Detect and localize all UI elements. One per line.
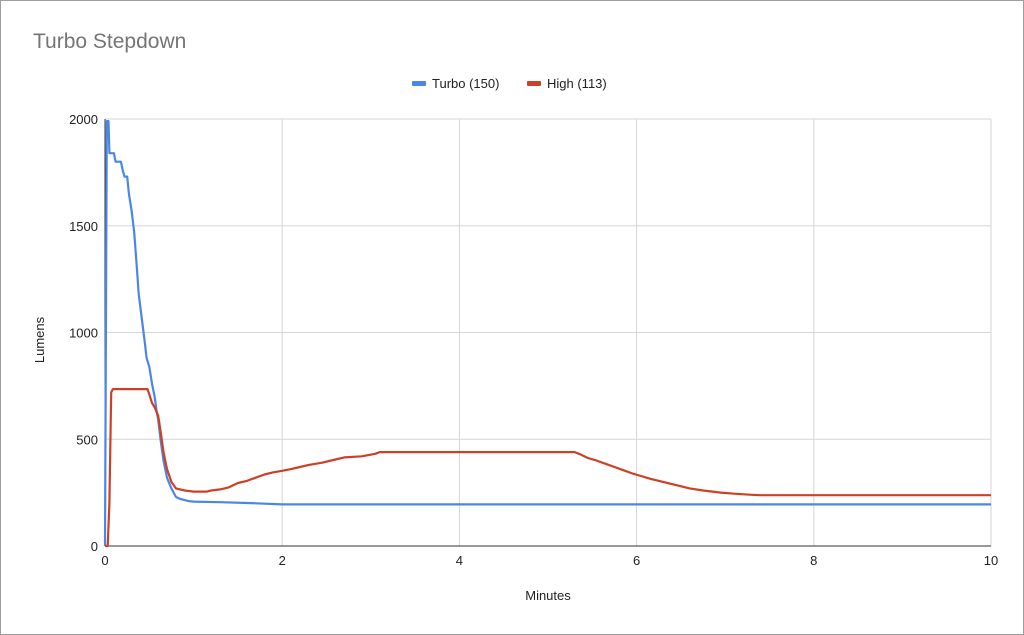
x-tick-label: 10 [984,553,998,568]
y-tick-label: 1000 [69,326,98,341]
series-layer [103,120,991,548]
y-tick-label: 500 [76,432,98,447]
y-axis-title: Lumens [32,316,47,363]
y-tick-label: 0 [91,539,98,554]
x-tick-label: 6 [633,553,640,568]
x-tick-label: 2 [279,553,286,568]
y-tick-label: 1500 [69,219,98,234]
x-axis-title: Minutes [525,588,571,603]
legend-label: Turbo (150) [432,76,499,91]
axes: 0 500 1000 1500 2000 0 2 4 6 8 10 [69,112,998,568]
series-line-turbo [103,120,991,547]
legend-swatch [412,81,426,86]
y-tick-label: 2000 [69,112,98,127]
series-line-high [105,388,991,548]
legend-swatch [527,81,541,86]
x-tick-label: 4 [456,553,463,568]
legend: Turbo (150) High (113) [412,76,607,91]
legend-label: High (113) [547,76,607,91]
chart-title: Turbo Stepdown [33,30,187,53]
x-tick-label: 0 [101,553,108,568]
x-tick-label: 8 [810,553,817,568]
